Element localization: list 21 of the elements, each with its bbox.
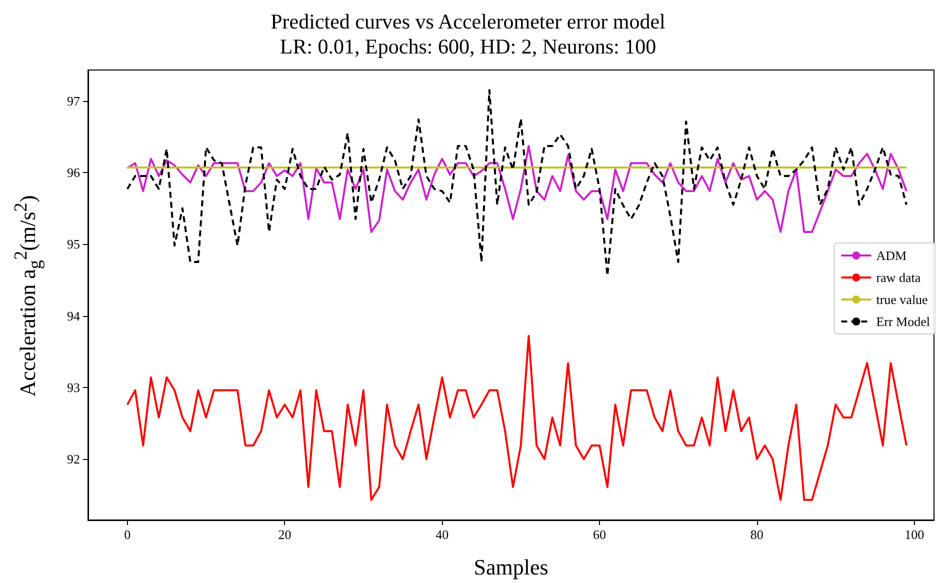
x-tick-label: 60 <box>593 527 606 542</box>
legend-label: ADM <box>876 248 907 263</box>
legend-label: raw data <box>876 270 921 285</box>
y-tick-label: 94 <box>67 308 80 324</box>
chart-title: Predicted curves vs Accelerometer error model <box>270 10 666 34</box>
x-tick-label: 80 <box>750 527 764 542</box>
y-tick-label: 92 <box>67 452 80 467</box>
line-series <box>126 334 908 501</box>
x-tick-label: 0 <box>124 527 131 542</box>
x-axis-title: Samples <box>474 554 548 580</box>
legend-label: true value <box>876 292 928 307</box>
line-series <box>126 144 908 233</box>
x-tick-label: 40 <box>436 527 449 542</box>
chart-subtitle: LR: 0.01, Epochs: 600, HD: 2, Neurons: 100 <box>280 34 656 58</box>
y-tick-label: 96 <box>67 164 80 180</box>
x-tick-label: 20 <box>278 527 292 542</box>
y-tick-label: 93 <box>67 380 80 395</box>
y-tick-label: 95 <box>67 236 80 252</box>
y-tick-label: 97 <box>67 93 80 108</box>
legend-label: Err Model <box>876 314 930 329</box>
x-tick-label: 100 <box>904 527 924 542</box>
